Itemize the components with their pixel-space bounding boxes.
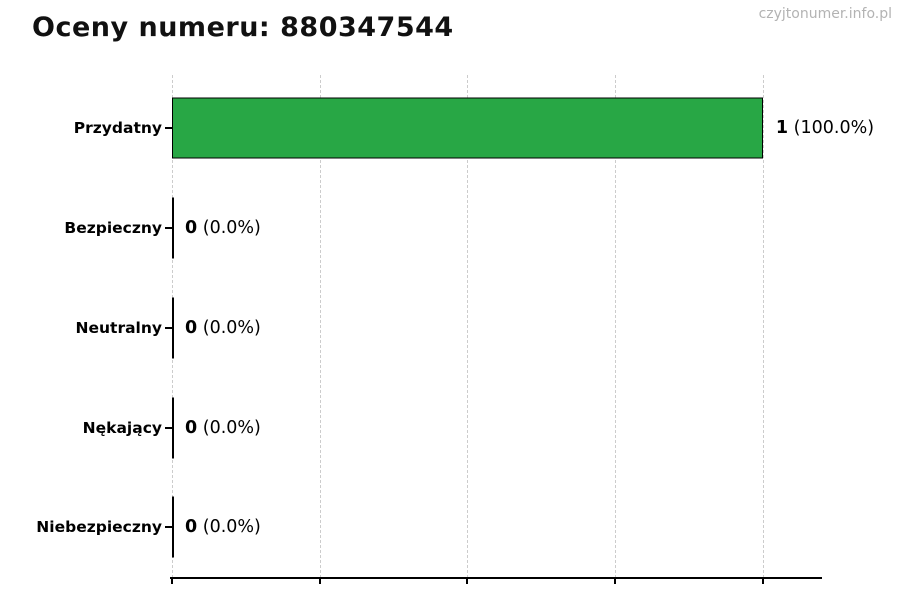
value-percent: (0.0%) <box>197 517 261 537</box>
y-axis-tick <box>165 526 173 528</box>
value-label-0: 1 (100.0%) <box>776 118 874 138</box>
zero-bar-bezpieczny <box>172 197 174 259</box>
category-label-1: Bezpieczny <box>64 219 162 237</box>
zero-bar-neutralny <box>172 297 174 359</box>
value-percent: (100.0%) <box>788 118 875 138</box>
x-axis-tick <box>171 579 173 584</box>
zero-bar-nękający <box>172 397 174 458</box>
value-percent: (0.0%) <box>197 417 261 438</box>
value-label-1: 0 (0.0%) <box>185 218 261 238</box>
y-axis-tick <box>165 327 173 329</box>
x-axis-tick <box>466 579 469 584</box>
gridline <box>615 75 617 578</box>
value-label-4: 0 (0.0%) <box>185 517 261 537</box>
value-count: 1 <box>775 118 789 138</box>
x-axis-tick <box>614 579 617 584</box>
y-axis-tick <box>165 127 173 129</box>
gridline <box>762 75 764 578</box>
value-count: 0 <box>185 417 198 438</box>
zero-bar-niebezpieczny <box>172 496 174 558</box>
value-percent: (0.0%) <box>197 318 261 338</box>
y-axis-tick <box>165 227 173 229</box>
gridline <box>467 75 469 578</box>
bar-przydatny <box>172 97 763 159</box>
value-count: 0 <box>185 517 198 537</box>
x-axis-tick <box>318 579 321 584</box>
value-percent: (0.0%) <box>197 218 261 238</box>
category-label-4: Niebezpieczny <box>36 518 162 536</box>
watermark-site-label: czyjtonumer.info.pl <box>758 6 892 22</box>
category-label-0: Przydatny <box>73 119 162 137</box>
category-label-2: Neutralny <box>75 319 162 337</box>
value-count: 0 <box>185 318 198 338</box>
y-axis-tick <box>165 426 173 429</box>
category-label-3: Nękający <box>82 418 162 437</box>
x-axis-line <box>170 577 822 579</box>
value-label-3: 0 (0.0%) <box>185 418 261 438</box>
value-label-2: 0 (0.0%) <box>185 318 261 338</box>
gridline <box>319 75 321 578</box>
value-count: 0 <box>185 218 198 238</box>
chart-title: Oceny numeru: 880347544 <box>32 12 454 43</box>
x-axis-tick <box>761 579 764 584</box>
